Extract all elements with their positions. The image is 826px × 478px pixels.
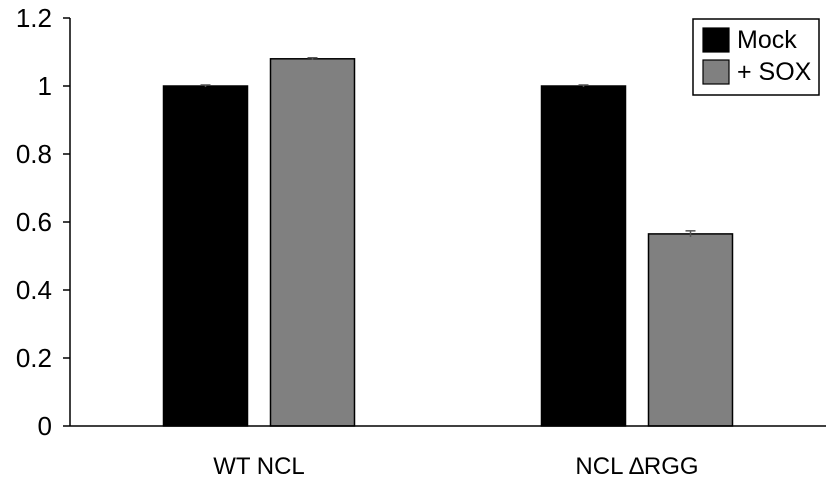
y-tick-label: 0.6 [16,207,52,237]
x-tick-label: NCL ∆RGG [575,453,698,478]
bars [162,57,734,427]
legend-swatch [702,59,730,85]
y-tick-label: 0.2 [16,343,52,373]
y-tick-label: 1 [38,71,52,101]
bar [162,85,249,427]
x-axis: WT NCL NCL ∆RGG [70,425,826,478]
legend: Mock + SOX [692,18,820,96]
y-tick-label: 0 [38,411,52,441]
y-axis: 0 0.2 0.4 0.6 0.8 1 1.2 [16,3,71,441]
bar [540,85,627,427]
y-tick-label: 0.8 [16,139,52,169]
legend-label: + SOX [737,58,812,86]
bar [269,58,356,427]
legend-swatch [702,27,730,53]
x-tick-label: WT NCL [213,453,305,478]
legend-label: Mock [737,26,797,54]
y-tick-label: 0.4 [16,275,52,305]
y-tick-label: 1.2 [16,3,52,33]
bar [647,233,734,427]
